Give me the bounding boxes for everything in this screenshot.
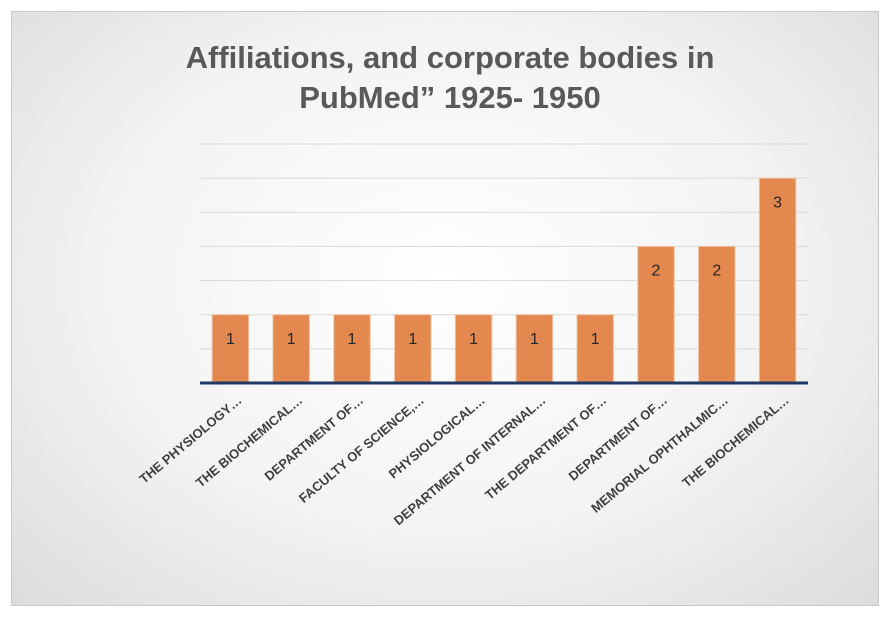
x-tick-label: THE PHYSIOLOGY…: [136, 392, 244, 486]
chart-title: Affiliations, and corporate bodies in Pu…: [185, 40, 715, 115]
bar: [454, 314, 493, 384]
x-tick-label: FACULTY OF SCIENCE,…: [296, 392, 427, 505]
data-label: 1: [226, 331, 235, 348]
bar: [211, 314, 250, 384]
data-label: 1: [408, 331, 417, 348]
data-label: 2: [652, 263, 661, 280]
data-label: 1: [530, 331, 539, 348]
data-label: 3: [773, 194, 782, 211]
bar: [758, 177, 797, 384]
x-tick-label: THE BIOCHEMICAL…: [193, 392, 306, 490]
data-label: 1: [287, 331, 296, 348]
x-tick-label: THE DEPARTMENT OF…: [482, 392, 609, 502]
data-label: 1: [348, 331, 357, 348]
bar: [333, 314, 371, 384]
x-tick-label: THE BIOCHEMICAL…: [679, 392, 792, 490]
data-label: 1: [591, 331, 600, 348]
data-label: 2: [712, 263, 721, 280]
bar: [272, 314, 310, 384]
bar: [576, 314, 614, 384]
x-tick-label: DEPARTMENT OF…: [566, 392, 671, 483]
data-label: 1: [469, 331, 478, 348]
x-tick-label: DEPARTMENT OF…: [262, 392, 367, 483]
bar: [637, 245, 675, 384]
bar: [394, 314, 432, 384]
bar: [698, 245, 736, 384]
bar: [515, 314, 554, 384]
